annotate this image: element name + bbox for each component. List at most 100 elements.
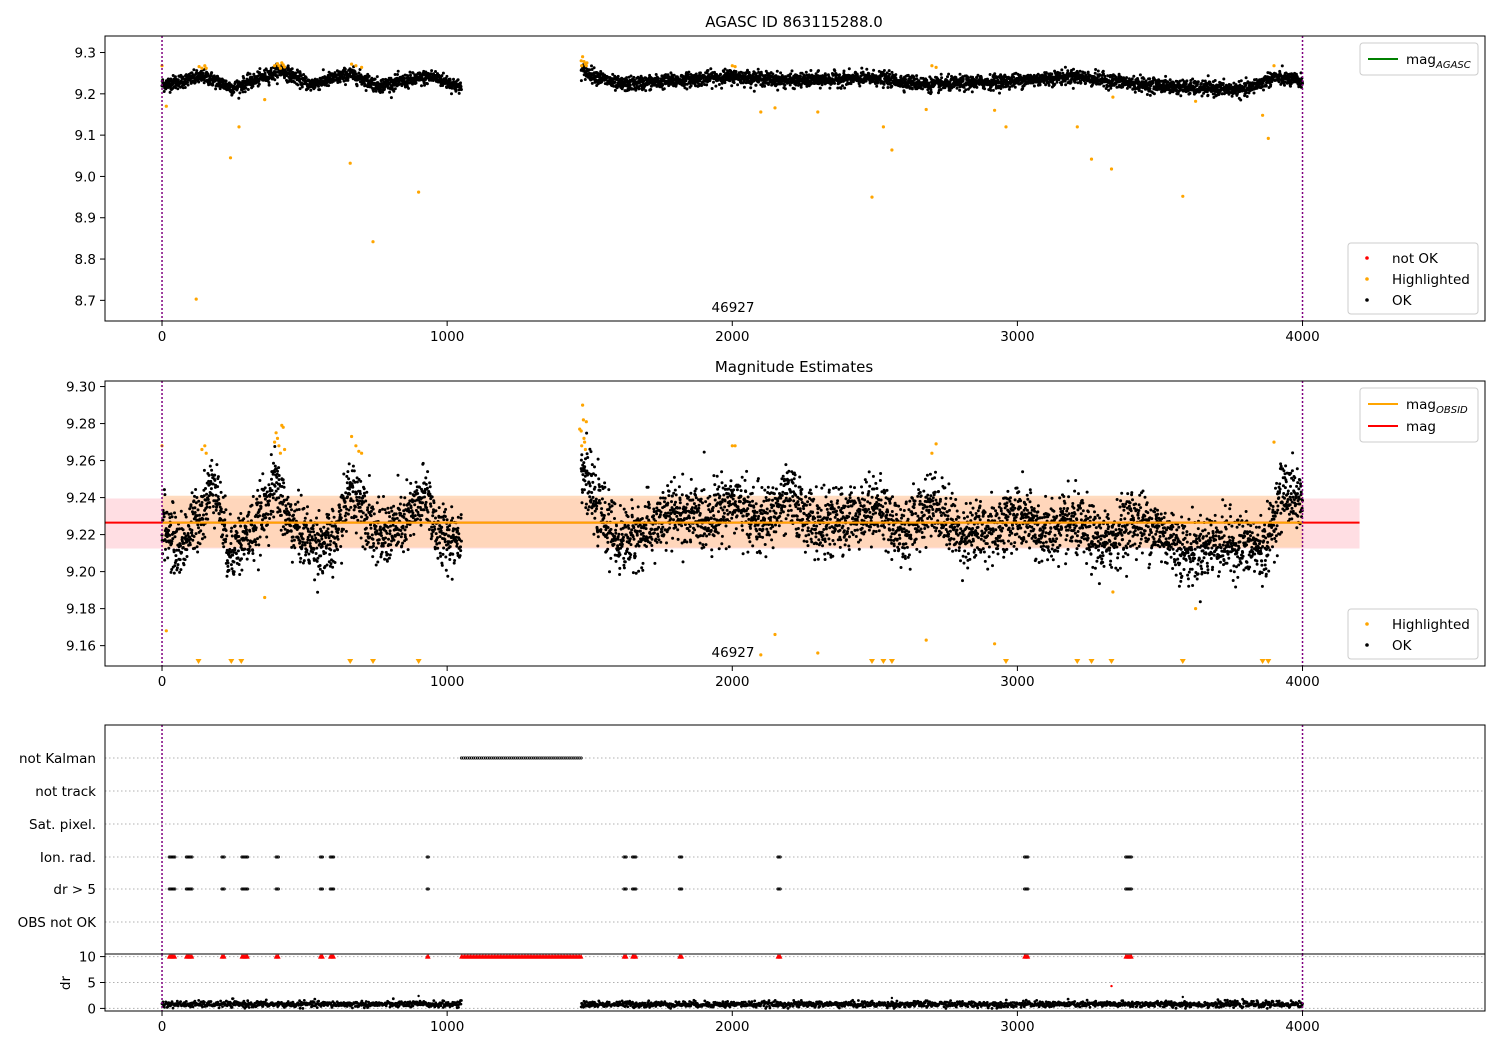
agasc-ok-point — [1191, 77, 1195, 81]
agasc-ok-point — [886, 86, 890, 89]
agasc-ok-point — [176, 78, 180, 82]
mag-ok-point — [185, 555, 189, 558]
agasc-ok-point — [632, 75, 636, 79]
agasc-ok-point — [649, 88, 653, 91]
agasc-ok-point — [666, 73, 670, 77]
agasc-ok-point — [875, 84, 879, 88]
mag-ok-point — [191, 538, 195, 542]
agasc-ok-point — [817, 69, 820, 73]
agasc-highlighted-point — [354, 64, 358, 68]
agasc-ok-point — [961, 77, 965, 81]
agasc-ok-point — [1078, 69, 1082, 73]
mag-ok-point — [205, 505, 209, 509]
mag-ok-point — [210, 468, 214, 472]
agasc-ok-point — [274, 70, 278, 74]
mag-ok-point — [198, 513, 202, 517]
agasc-ok-point — [1086, 70, 1090, 74]
agasc-ok-point — [1032, 84, 1036, 88]
mag-ok-point — [211, 493, 215, 497]
agasc-ok-point — [1132, 74, 1136, 78]
agasc-highlighted-point — [1261, 113, 1265, 117]
agasc-highlighted-point — [204, 66, 208, 70]
agasc-ok-point — [732, 81, 736, 85]
agasc-highlighted-point — [263, 98, 267, 102]
agasc-ok-point — [338, 80, 342, 84]
agasc-ok-point — [242, 76, 246, 80]
x-tick-label: 2000 — [715, 329, 749, 345]
agasc-ok-point — [783, 87, 787, 91]
agasc-ok-point — [459, 85, 463, 88]
agasc-ok-point — [592, 66, 596, 70]
agasc-ok-point — [583, 78, 587, 81]
agasc-ok-point — [396, 69, 400, 73]
agasc-ok-point — [590, 68, 594, 71]
agasc-ok-point — [882, 82, 886, 86]
agasc-ok-point — [940, 76, 944, 80]
mag-panel-title: Magnitude Estimates — [715, 358, 873, 376]
agasc-ok-point — [771, 72, 775, 76]
agasc-highlighted-point — [1181, 194, 1185, 198]
agasc-ok-point — [183, 86, 187, 89]
agasc-ok-point — [173, 75, 177, 79]
agasc-ok-point — [779, 71, 783, 75]
mag-ok-point — [196, 508, 200, 512]
agasc-ok-point — [1239, 98, 1243, 102]
agasc-ok-point — [628, 83, 632, 87]
mag-ok-point — [194, 532, 198, 536]
y-tick-label: 9.1 — [75, 128, 96, 144]
agasc-ok-point — [1213, 79, 1217, 82]
mag-ok-point — [186, 532, 190, 535]
agasc-ok-point — [309, 88, 313, 92]
agasc-ok-point — [441, 84, 445, 87]
mag-ok-point — [202, 468, 206, 472]
agasc-highlighted-point — [164, 104, 168, 108]
agasc-ok-point — [1148, 93, 1152, 97]
agasc-ok-point — [257, 82, 261, 86]
agasc-ok-point — [346, 78, 350, 82]
agasc-ok-point — [375, 75, 379, 79]
mag-ok-point — [187, 524, 191, 528]
agasc-ok-point — [998, 91, 1001, 95]
mag-ok-point — [212, 511, 216, 515]
agasc-ok-point — [662, 87, 666, 91]
agasc-highlighted-point — [881, 125, 886, 129]
agasc-ok-point — [872, 68, 876, 72]
agasc-ok-point — [1222, 77, 1226, 81]
legend-point-swatch — [1365, 256, 1369, 260]
agasc-highlighted-point — [237, 125, 241, 129]
agasc-ok-point — [613, 80, 617, 84]
mag-ok-point — [190, 491, 194, 495]
agasc-highlighted-point — [200, 66, 204, 70]
mag-ok-point — [198, 542, 202, 546]
agasc-ok-point — [459, 88, 463, 91]
agasc-ok-point — [1269, 83, 1273, 87]
agasc-ok-point — [929, 90, 933, 94]
agasc-ok-point — [1093, 71, 1097, 75]
agasc-ok-point — [244, 86, 248, 90]
agasc-ok-point — [921, 87, 924, 91]
agasc-ok-point — [388, 90, 392, 94]
magnitude-estimates-panel: Magnitude Estimates 46927 0 1000 2000 3000 4… — [66, 358, 1486, 690]
agasc-ok-point — [434, 70, 437, 73]
agasc-ok-point — [1264, 84, 1268, 88]
agasc-ok-point — [833, 69, 837, 73]
mag-ok-point — [167, 529, 171, 533]
agasc-ok-point — [241, 90, 245, 94]
mag-ok-point — [166, 556, 170, 560]
mag-ok-point — [206, 498, 210, 501]
mag-ok-point — [178, 570, 182, 574]
mag-ok-point — [173, 564, 177, 568]
agasc-ok-point — [393, 73, 397, 76]
agasc-ok-point — [425, 82, 429, 86]
agasc-highlighted-point — [283, 65, 287, 69]
agasc-ok-point — [828, 86, 832, 90]
agasc-ok-point — [1280, 64, 1284, 68]
agasc-ok-point — [1196, 80, 1200, 84]
agasc-ok-point — [1140, 90, 1144, 94]
agasc-ok-point — [678, 78, 682, 81]
agasc-ok-point — [381, 78, 385, 81]
agasc-ok-point — [590, 64, 593, 68]
agasc-ok-point — [776, 88, 780, 92]
agasc-ok-point — [820, 83, 824, 87]
agasc-ok-point — [719, 72, 722, 76]
